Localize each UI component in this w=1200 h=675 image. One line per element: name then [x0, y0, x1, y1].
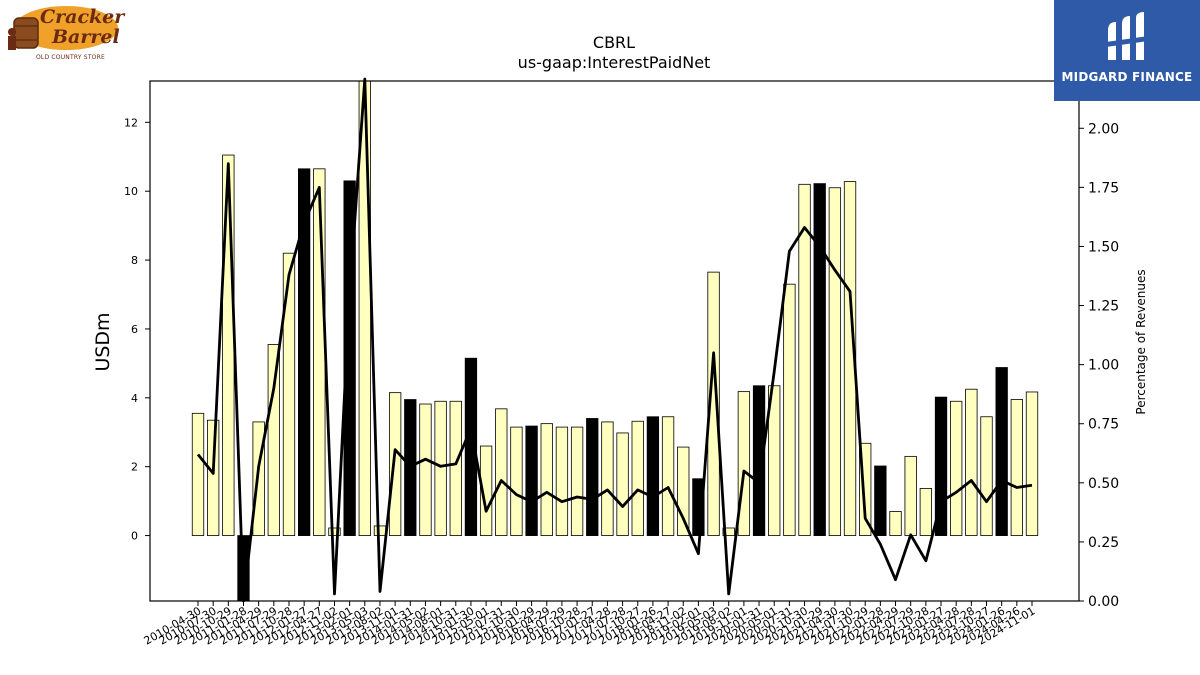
bar [282, 252, 296, 536]
bar [449, 400, 462, 536]
bar [495, 408, 508, 536]
x-axis: 2010-04-302010-07-302010-10-292011-01-28… [142, 601, 1038, 648]
cracker-barrel-logo-art [8, 6, 118, 50]
bar [525, 425, 538, 536]
y-axis: 0 2 4 6 8 10 12 [124, 116, 150, 543]
bar [965, 388, 978, 536]
bar [934, 396, 948, 536]
y-tick-label: 8 [131, 254, 138, 267]
y2-tick-label: 0.75 [1088, 417, 1119, 433]
y2-tick-label: 0.50 [1088, 476, 1119, 492]
bar [343, 180, 356, 536]
cracker-barrel-logo: Cracker Barrel OLD COUNTRY STORE [4, 4, 124, 66]
y-tick-label: 12 [124, 116, 138, 129]
bar [1025, 391, 1039, 536]
y2-tick-label: 2.00 [1088, 121, 1119, 137]
bar [555, 426, 569, 536]
bar [646, 416, 660, 536]
bar [419, 403, 432, 536]
bar [768, 385, 781, 536]
bar [995, 367, 1008, 536]
bar [737, 391, 751, 536]
bar [798, 183, 811, 536]
bar [570, 426, 584, 536]
y2-tick-label: 0.25 [1088, 535, 1119, 551]
bar [661, 416, 675, 536]
y2-tick-label: 1.75 [1088, 180, 1119, 196]
midgard-finance-logo: MIDGARD FINANCE [1054, 0, 1200, 101]
bar [191, 412, 205, 536]
bar [373, 525, 387, 536]
brand-name: MIDGARD FINANCE [1061, 70, 1193, 84]
bar [207, 419, 220, 536]
bar [601, 421, 614, 536]
y-tick-label: 6 [131, 323, 138, 336]
bar [479, 445, 493, 536]
bar [631, 420, 644, 536]
bar [1010, 399, 1023, 536]
y2-tick-label: 1.00 [1088, 358, 1119, 374]
bar [919, 487, 933, 536]
chart-title: CBRL [593, 33, 635, 52]
bar [434, 400, 447, 536]
bar [874, 465, 887, 536]
bar [828, 187, 842, 536]
y-tick-label: 10 [124, 185, 138, 198]
bar [267, 344, 280, 536]
bar [297, 168, 311, 536]
bar [328, 527, 341, 536]
bar [980, 416, 993, 536]
y-tick-label: 0 [131, 530, 138, 543]
bar [586, 418, 599, 536]
y2-tick-label: 1.50 [1088, 239, 1119, 255]
midgard-m-icon [1106, 12, 1148, 60]
bars-layer [191, 80, 1039, 602]
bar [752, 385, 766, 536]
bar [950, 400, 963, 536]
series-line-pct-of-revenues [196, 77, 1033, 603]
y-tick-label: 2 [131, 461, 138, 474]
logo-line1: Cracker [40, 6, 125, 28]
bar [388, 392, 402, 536]
y2-tick-label: 1.25 [1088, 299, 1119, 315]
y2-tick-label: 0.00 [1088, 594, 1119, 610]
bar [616, 432, 629, 536]
y2-axis-label: Percentage of Revenues [1134, 269, 1148, 414]
logo-tagline: OLD COUNTRY STORE [36, 54, 105, 61]
y-tick-label: 4 [131, 392, 138, 405]
y-axis-label: USDm [92, 312, 114, 371]
bar [813, 183, 826, 536]
bar [889, 511, 902, 536]
bar [510, 426, 523, 536]
bar [540, 423, 553, 536]
bar [783, 283, 796, 536]
bar [722, 527, 735, 536]
bar [859, 442, 872, 536]
bar [222, 154, 235, 536]
line-layer [196, 77, 1033, 603]
plot-frame [149, 80, 1080, 602]
chart-subtitle: us-gaap:InterestPaidNet [518, 53, 711, 72]
bar [904, 455, 917, 536]
bar [464, 357, 478, 536]
bar [707, 271, 720, 536]
bar [677, 446, 690, 536]
logo-line2: Barrel [52, 26, 120, 48]
y2-axis: 0.00 0.25 0.50 0.75 1.00 1.25 1.50 1.75 2.00 [1079, 121, 1119, 610]
